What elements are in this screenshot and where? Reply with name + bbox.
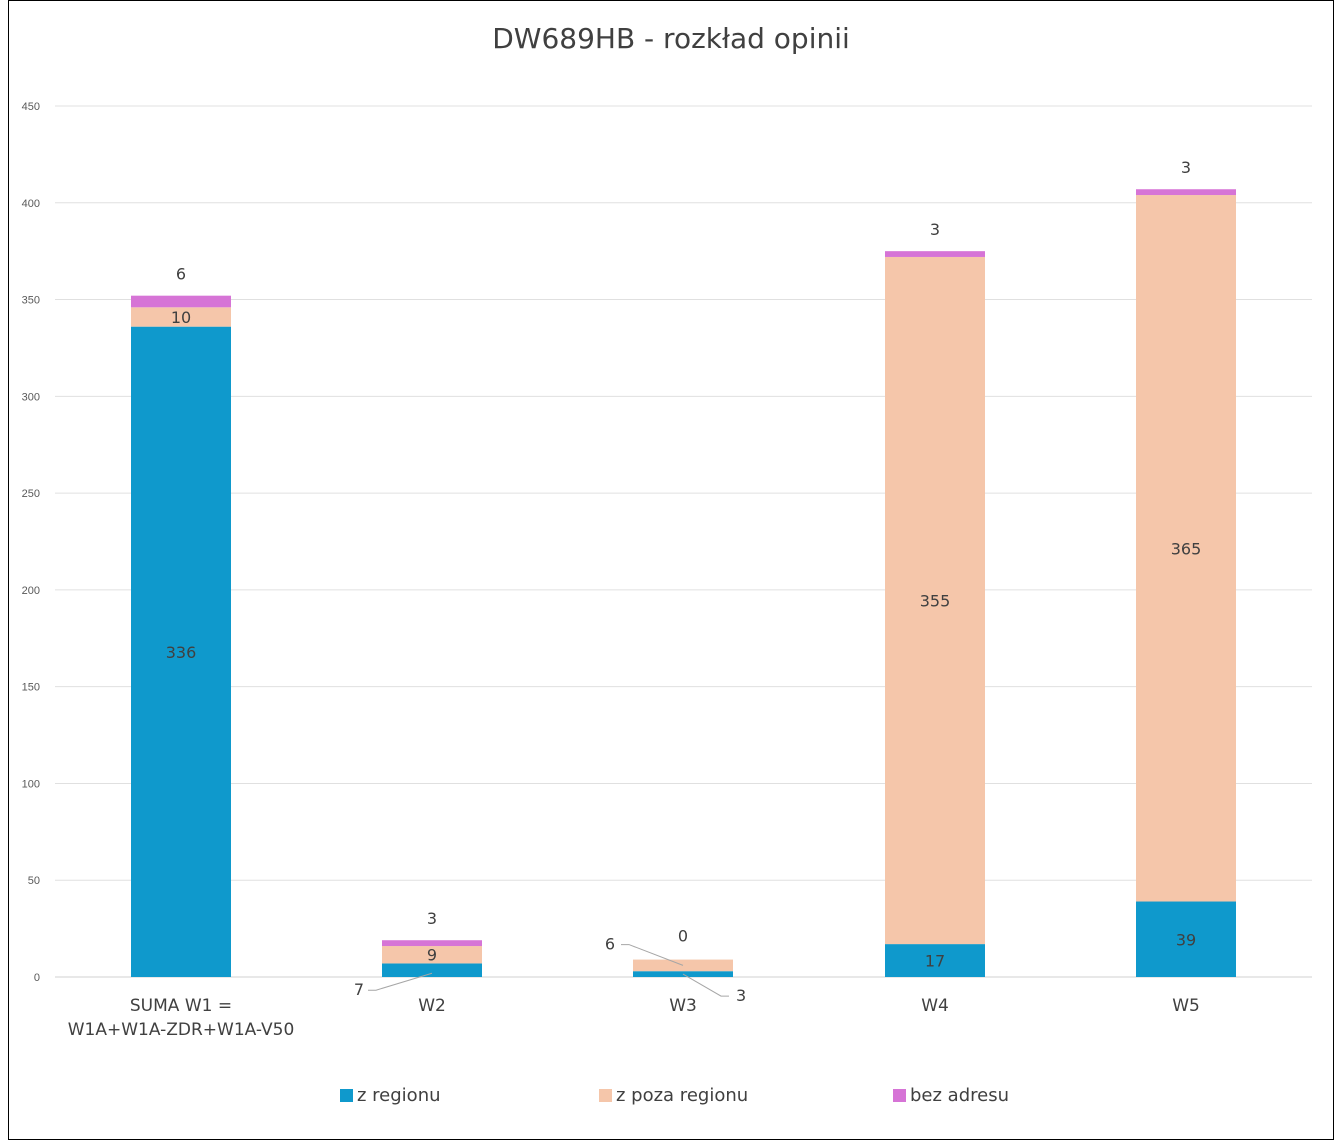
bar-segment [382, 946, 482, 964]
x-category-label: W2 [418, 996, 446, 1016]
data-label: 6 [605, 935, 615, 954]
data-label: 355 [920, 592, 951, 611]
legend-item-bez-adresu: bez adresu [893, 1085, 1009, 1106]
leader-line [682, 973, 729, 997]
legend-swatch [893, 1089, 906, 1102]
data-label: 9 [427, 946, 437, 965]
data-label: 6 [176, 265, 186, 284]
legend-swatch [340, 1089, 353, 1102]
data-label: 365 [1171, 539, 1202, 558]
x-category-label: W1A+W1A-ZDR+W1A-V50 [68, 1020, 295, 1040]
x-category-label: W4 [921, 996, 949, 1016]
x-category-label: W3 [669, 996, 697, 1016]
bar-segment [382, 963, 482, 977]
bar-segment [131, 326, 231, 977]
leader-line [368, 972, 433, 991]
y-tick-label: 400 [22, 198, 40, 210]
bar-segment [131, 295, 231, 308]
data-label: 7 [354, 980, 364, 999]
legend-item-z-poza-regionu: z poza regionu [599, 1085, 748, 1106]
x-category-label: SUMA W1 = [130, 996, 232, 1016]
y-tick-label: 200 [22, 585, 40, 597]
data-label: 39 [1176, 930, 1196, 949]
bar-segment [382, 940, 482, 947]
chart-title: DW689HB - rozkład opinii [492, 22, 850, 55]
chart-legend: z regionu z poza regionu bez adresu [0, 1085, 1336, 1109]
y-tick-label: 0 [34, 972, 40, 984]
bar-segment [633, 959, 733, 972]
x-category-label: W5 [1172, 996, 1200, 1016]
data-label: 3 [1181, 158, 1191, 177]
bar-segment [885, 251, 985, 257]
bar-segment [1136, 901, 1236, 977]
y-tick-label: 300 [22, 391, 40, 403]
bar-segment [885, 944, 985, 977]
y-tick-label: 450 [22, 101, 40, 113]
leader-line [621, 944, 684, 966]
legend-swatch [599, 1089, 612, 1102]
data-label: 10 [171, 308, 191, 327]
legend-item-z-regionu: z regionu [340, 1085, 441, 1106]
y-tick-label: 150 [22, 682, 40, 694]
bar-segment [885, 256, 985, 945]
data-label: 3 [736, 986, 746, 1005]
data-label: 3 [427, 909, 437, 928]
legend-label: bez adresu [910, 1085, 1009, 1106]
y-tick-label: 350 [22, 295, 40, 307]
y-tick-label: 250 [22, 488, 40, 500]
y-tick-label: 50 [28, 875, 40, 887]
bar-segment [131, 307, 231, 327]
bar-segment [1136, 195, 1236, 902]
data-label: 3 [930, 220, 940, 239]
bar-segment [1136, 189, 1236, 196]
data-label: 0 [678, 927, 688, 946]
data-label: 17 [925, 952, 945, 971]
data-label: 336 [166, 643, 197, 662]
legend-label: z regionu [357, 1085, 441, 1106]
y-tick-label: 100 [22, 778, 40, 790]
legend-label: z poza regionu [616, 1085, 749, 1106]
